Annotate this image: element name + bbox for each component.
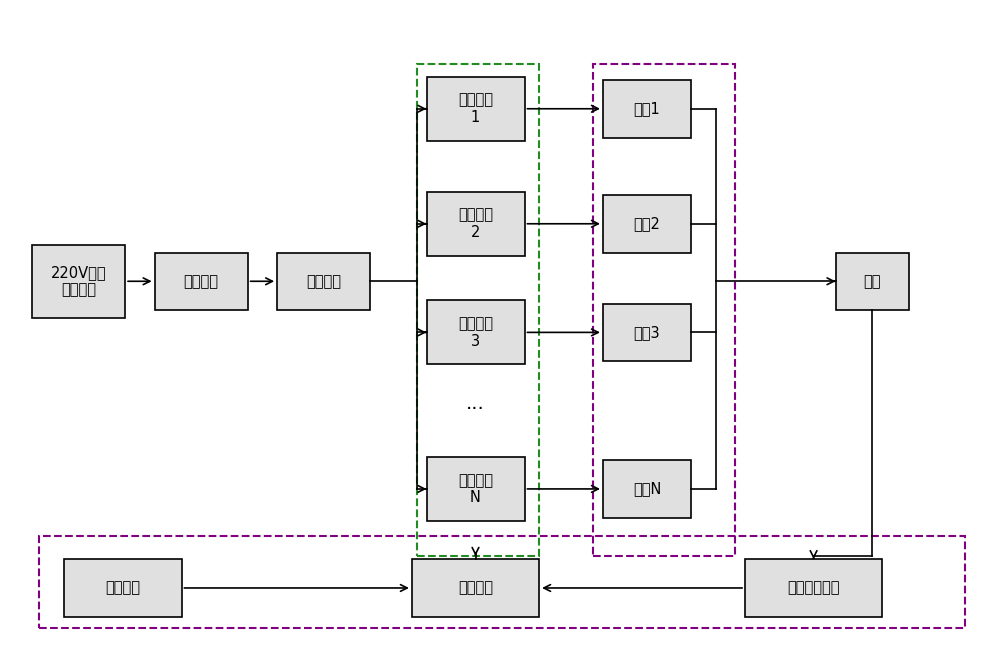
Text: 逆变电路
N: 逆变电路 N (458, 473, 493, 505)
Text: ···: ··· (466, 400, 485, 419)
Text: 线圈N: 线圈N (633, 481, 661, 496)
Text: 逆变电路
2: 逆变电路 2 (458, 207, 493, 240)
Bar (593, 64, 735, 556)
Bar (603, 195, 691, 252)
Bar (426, 301, 524, 364)
Text: 逆变电路
3: 逆变电路 3 (458, 316, 493, 349)
Bar (603, 80, 691, 138)
Bar (64, 559, 182, 617)
Text: 220V工频
交流输入: 220V工频 交流输入 (51, 265, 106, 297)
Text: 逆变电路
1: 逆变电路 1 (458, 93, 493, 125)
Text: 整流电路: 整流电路 (184, 274, 219, 289)
Bar (836, 252, 909, 310)
Text: 线圈3: 线圈3 (634, 325, 660, 340)
Bar (32, 244, 125, 318)
Text: 主控制器: 主控制器 (458, 580, 493, 595)
Text: 面板电路: 面板电路 (105, 580, 140, 595)
Bar (426, 192, 524, 256)
Bar (426, 77, 524, 141)
Bar (603, 304, 691, 361)
Text: 线圈1: 线圈1 (634, 101, 660, 116)
Bar (426, 457, 524, 521)
Bar (412, 559, 539, 617)
Text: 负载: 负载 (864, 274, 881, 289)
Bar (155, 252, 248, 310)
Bar (603, 460, 691, 518)
Text: 线圈2: 线圈2 (634, 216, 660, 231)
Bar (277, 252, 370, 310)
Text: 滤波电路: 滤波电路 (306, 274, 341, 289)
Bar (745, 559, 882, 617)
Bar (417, 64, 539, 556)
Bar (39, 535, 965, 629)
Text: 采样反馈电路: 采样反馈电路 (787, 580, 840, 595)
